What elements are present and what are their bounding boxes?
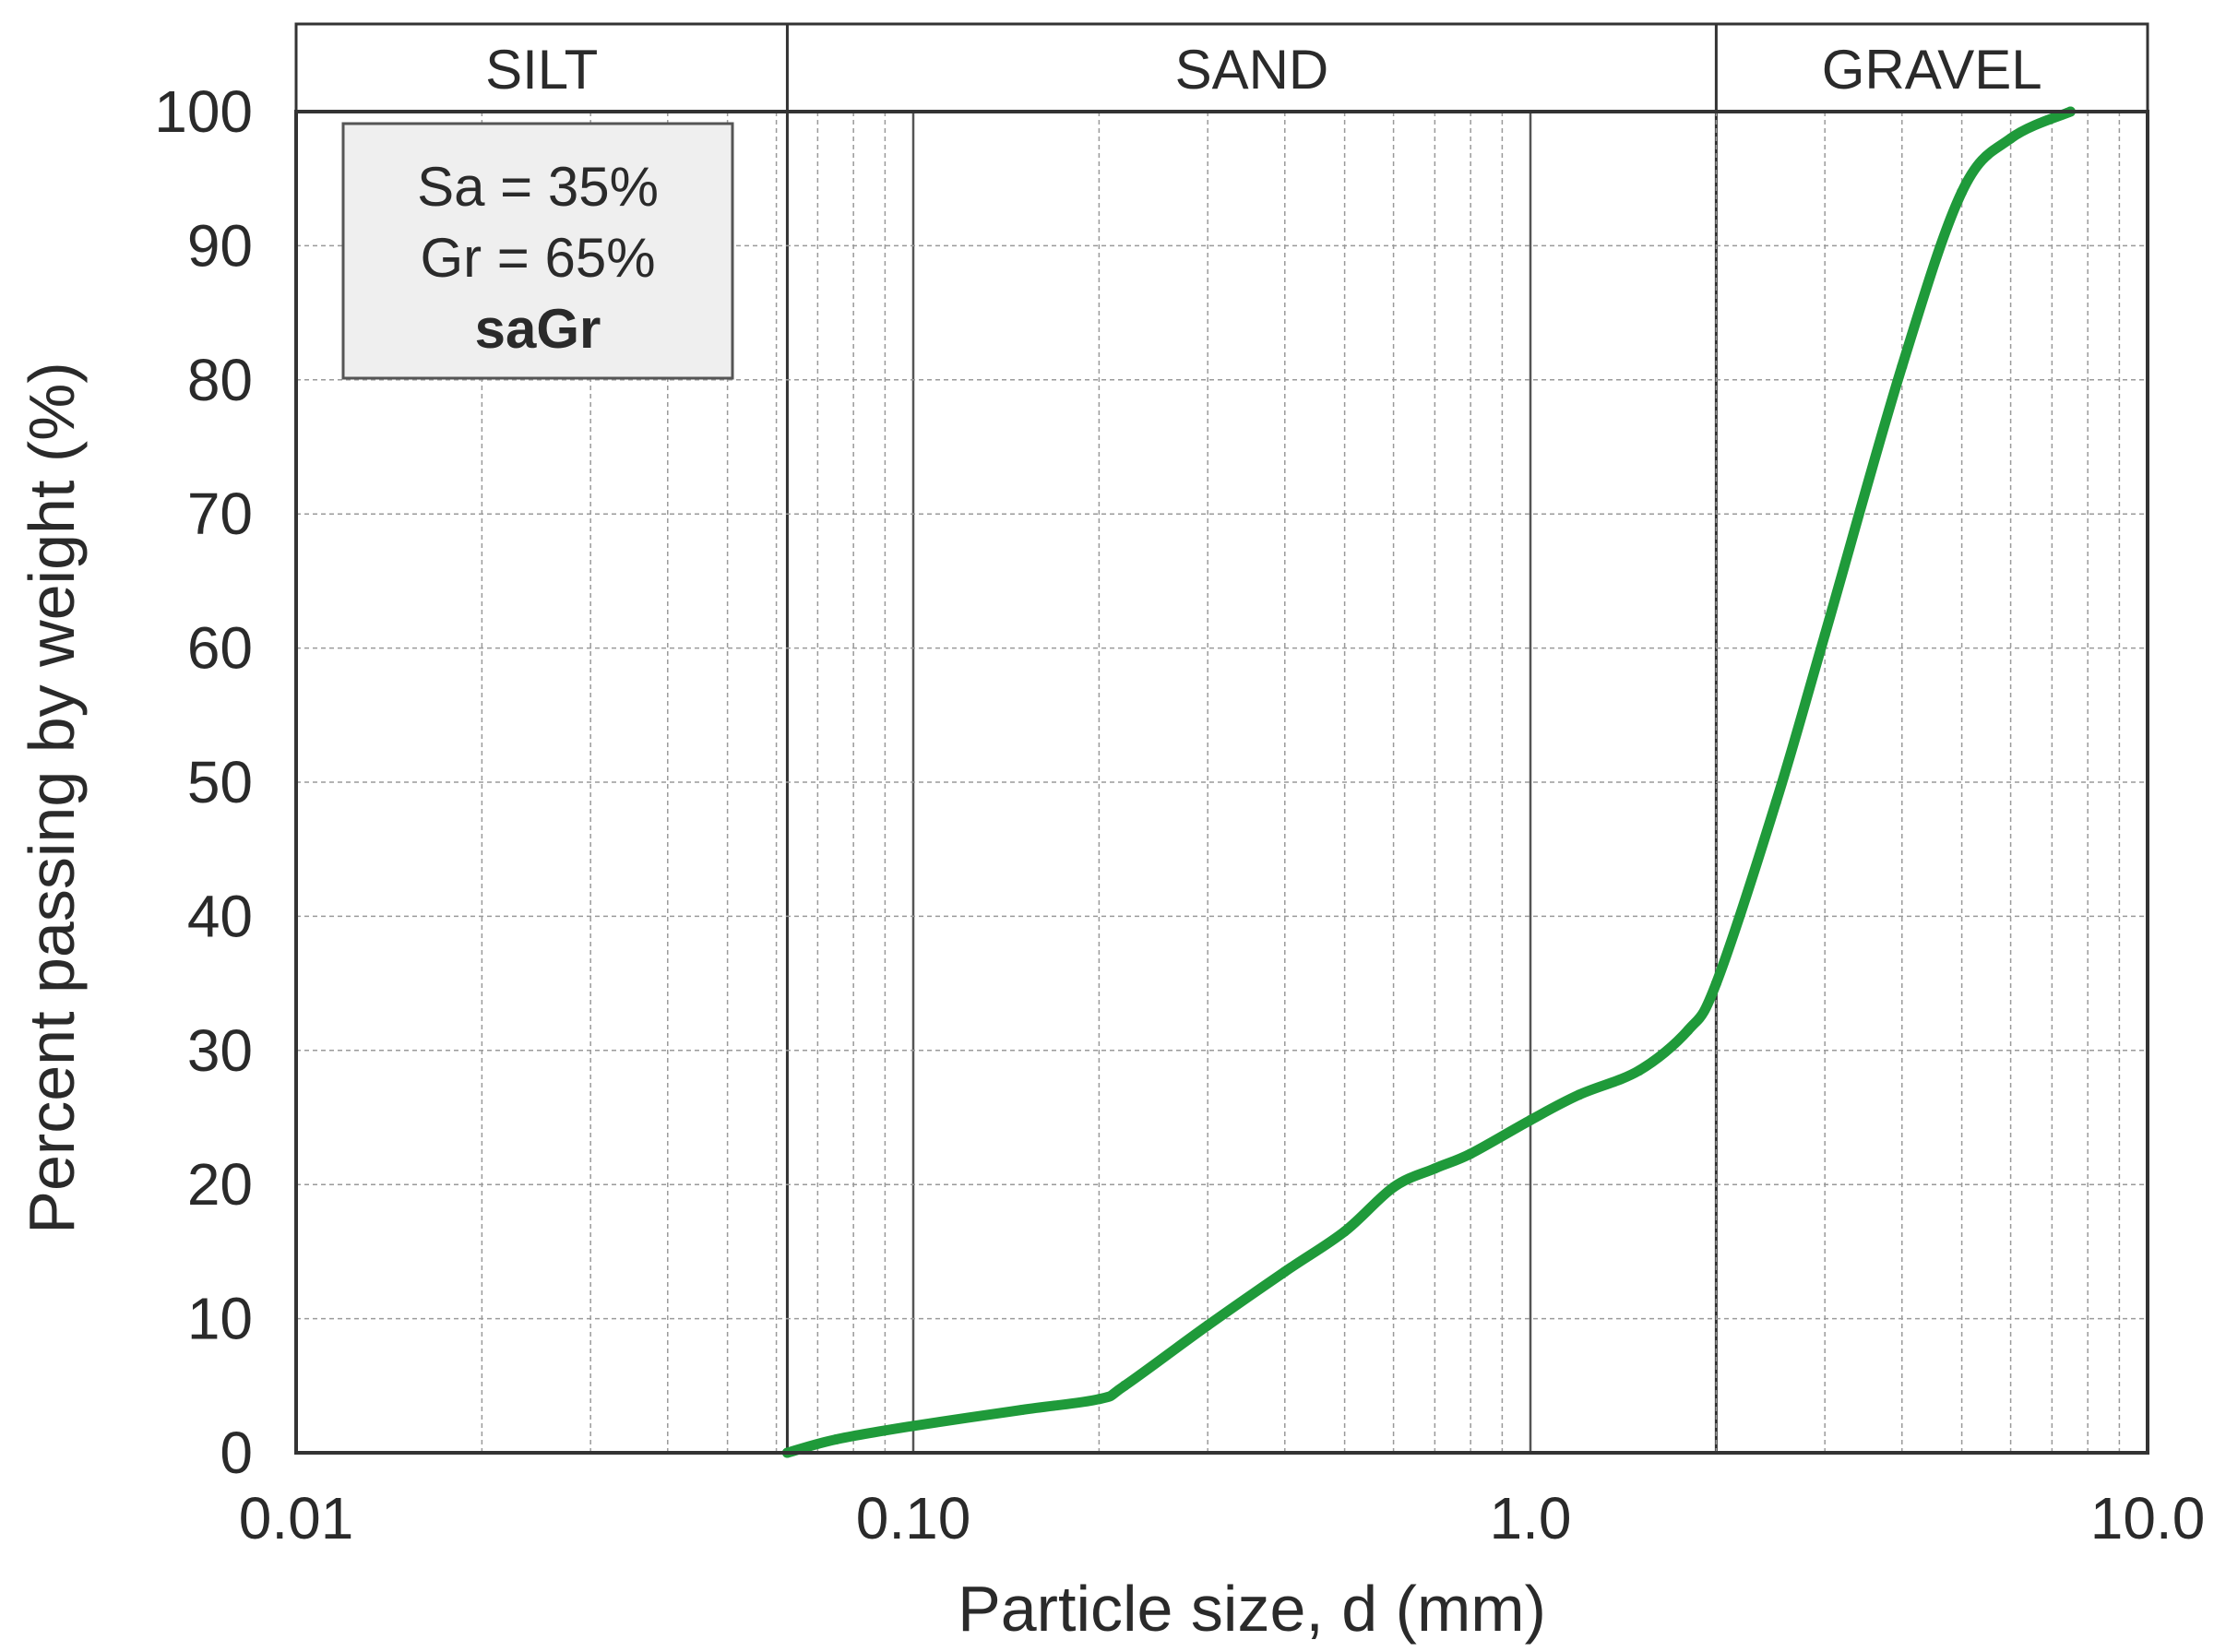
x-tick-label: 0.01 xyxy=(239,1485,354,1551)
zone-header: SILT SAND GRAVEL xyxy=(294,22,2149,1453)
data-point xyxy=(1017,1405,1028,1415)
data-point xyxy=(1770,797,1781,808)
annotation-box: Sa = 35% Gr = 65% saGr xyxy=(341,122,734,380)
tick-labels: 0 10 20 30 40 50 60 70 80 90 100 0.01 0.10 1.0 10.0 xyxy=(154,78,2205,1551)
data-point xyxy=(830,1434,841,1444)
y-axis-title: Percent passing by weight (%) xyxy=(16,362,88,1233)
y-tick-label: 80 xyxy=(187,347,253,413)
data-point xyxy=(1634,1065,1645,1076)
data-point xyxy=(1525,1114,1536,1125)
data-point xyxy=(1897,361,1908,372)
data-point xyxy=(908,1420,919,1432)
x-tick-label: 10.0 xyxy=(2090,1485,2206,1551)
data-point xyxy=(1339,1226,1351,1237)
series-layer xyxy=(781,106,2076,1458)
y-tick-label: 20 xyxy=(187,1151,253,1218)
plot-frame xyxy=(294,110,2149,1455)
zone-header-frame xyxy=(294,22,2149,113)
data-point xyxy=(1465,1148,1476,1159)
x-tick-label: 1.0 xyxy=(1490,1485,1572,1551)
data-point xyxy=(1429,1163,1440,1174)
y-tick-label: 50 xyxy=(187,749,253,815)
data-point xyxy=(1574,1089,1585,1100)
data-point xyxy=(1819,629,1830,640)
x-tick-label: 0.10 xyxy=(856,1485,971,1551)
zone-label-sand: SAND xyxy=(1175,39,1329,101)
data-point xyxy=(1710,978,1721,989)
data-point xyxy=(2006,133,2017,144)
data-point xyxy=(1202,1320,1213,1331)
y-tick-label: 10 xyxy=(187,1286,253,1352)
annotation-line-sand: Sa = 35% xyxy=(417,156,659,218)
y-tick-label: 0 xyxy=(220,1420,253,1486)
data-point xyxy=(1280,1266,1291,1278)
data-point xyxy=(1119,1380,1130,1391)
y-tick-label: 60 xyxy=(187,615,253,682)
y-tick-label: 40 xyxy=(187,883,253,949)
data-point xyxy=(1683,1025,1694,1036)
data-point xyxy=(1093,1394,1104,1405)
data-point xyxy=(1388,1182,1399,1193)
y-tick-label: 30 xyxy=(187,1017,253,1084)
zone-label-silt: SILT xyxy=(485,39,598,101)
grid xyxy=(294,112,2149,1453)
annotation-classification: saGr xyxy=(475,298,601,360)
y-tick-label: 90 xyxy=(187,212,253,279)
y-tick-label: 70 xyxy=(187,481,253,547)
annotation-rect xyxy=(341,122,734,380)
data-point xyxy=(1957,186,1968,197)
zone-label-gravel: GRAVEL xyxy=(1822,39,2042,101)
y-tick-label: 100 xyxy=(154,78,253,145)
annotation-line-gravel: Gr = 65% xyxy=(420,227,655,289)
x-axis-title: Particle size, d (mm) xyxy=(958,1573,1546,1645)
